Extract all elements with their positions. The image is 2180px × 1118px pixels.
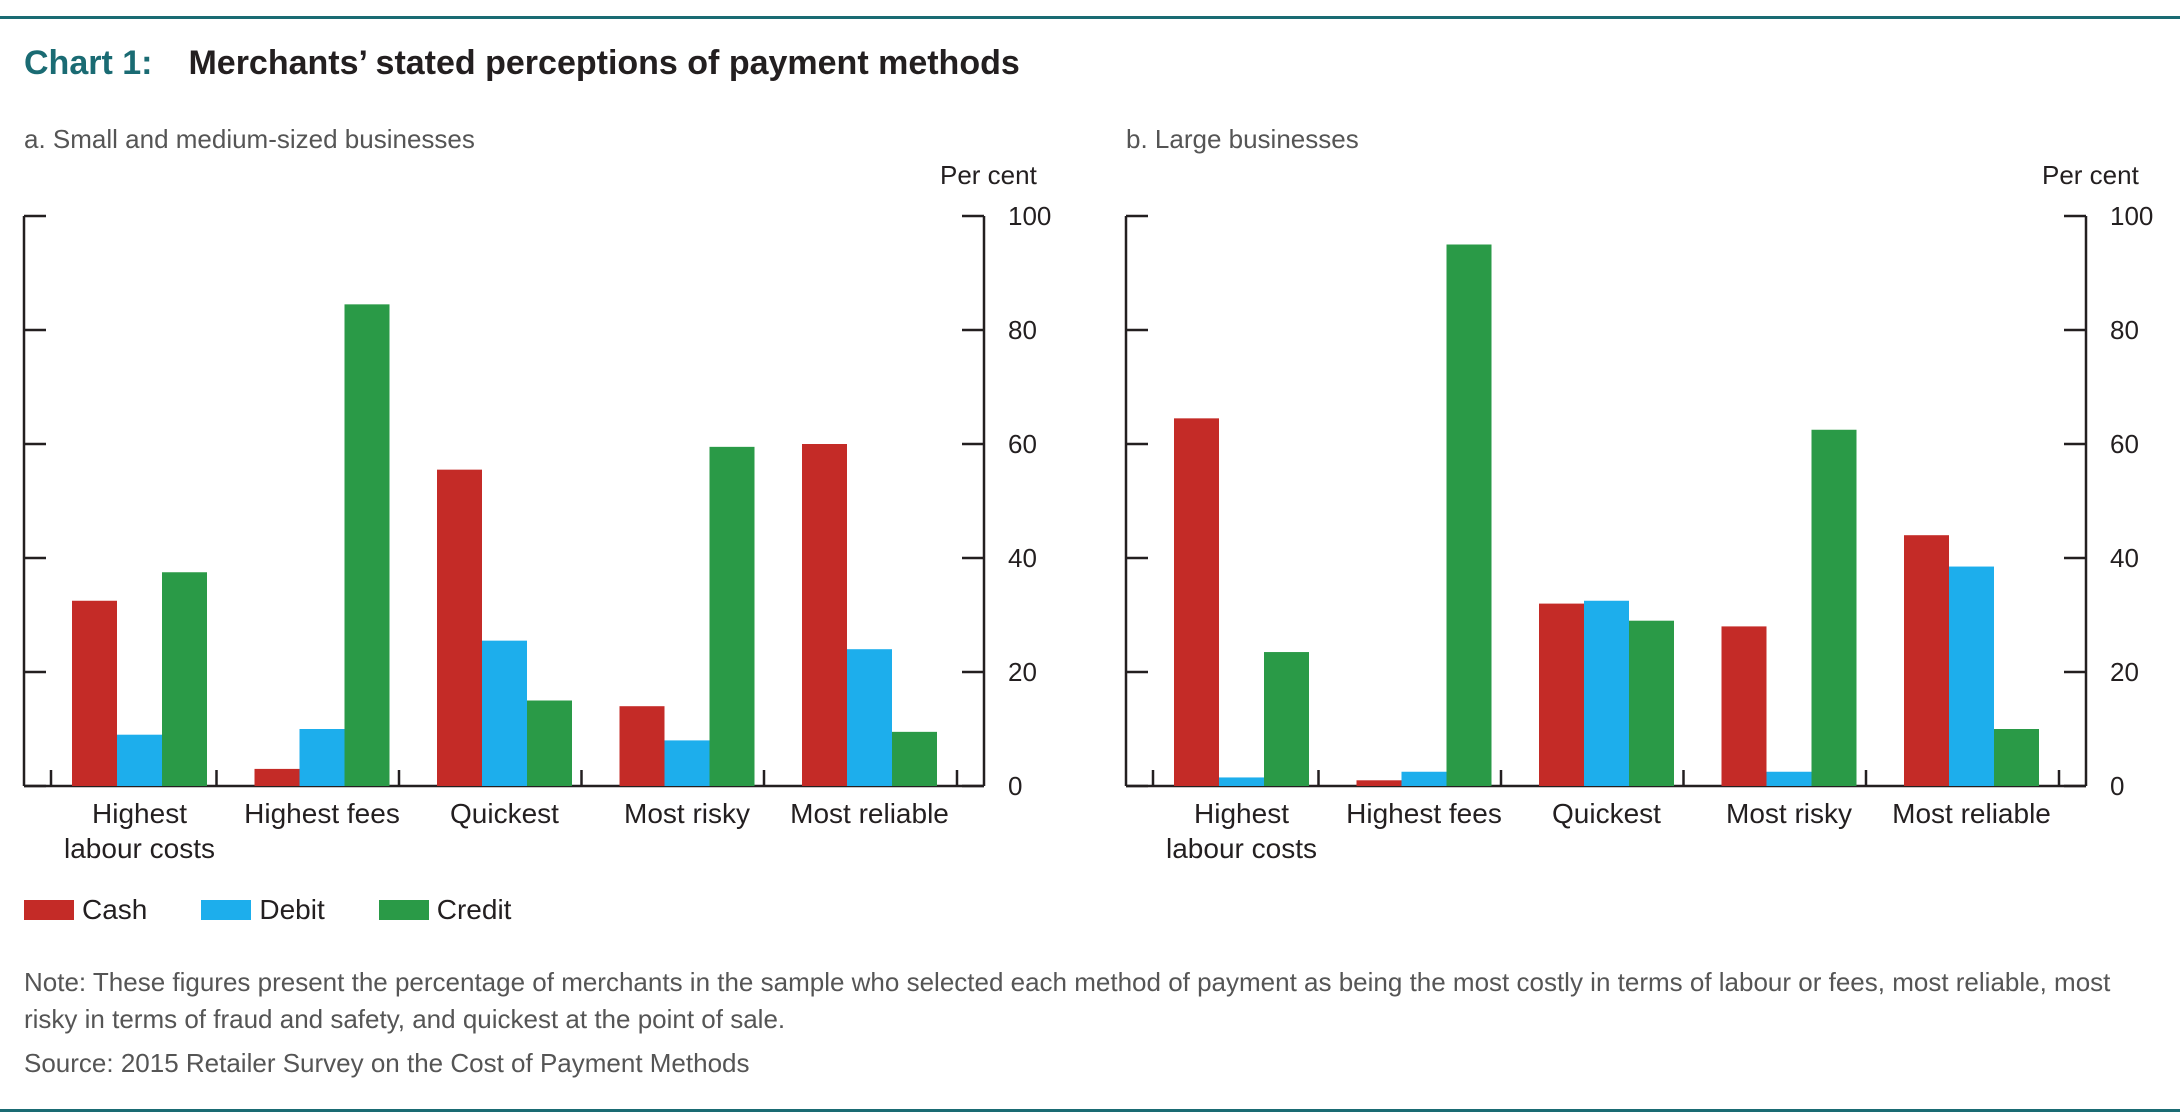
top-rule (0, 16, 2180, 19)
bar-cash (1539, 603, 1584, 786)
bar-credit (527, 700, 572, 786)
bar-cash (1721, 626, 1767, 786)
x-tick-label: labour costs (64, 833, 215, 864)
bar-debit (482, 640, 527, 786)
bar-credit (1446, 244, 1492, 786)
bar-debit (847, 649, 892, 786)
x-tick-label: Highest fees (244, 798, 400, 829)
legend-label-cash: Cash (82, 894, 148, 925)
y-tick-label: 80 (1008, 315, 1037, 345)
x-tick-label: Most reliable (790, 798, 949, 829)
bar-cash (1904, 535, 1949, 786)
chart-title-text: Merchants’ stated perceptions of payment… (188, 44, 1020, 82)
x-tick-label: Most reliable (1892, 798, 2051, 829)
x-tick-label: Most risky (624, 798, 750, 829)
x-tick-label: labour costs (1166, 833, 1317, 864)
legend-swatch-debit (201, 900, 252, 920)
bar-credit (1629, 620, 1674, 786)
bar-cash (619, 706, 665, 786)
x-tick-label: Quickest (450, 798, 559, 829)
chart-number: Chart 1: (24, 44, 153, 82)
chart-canvas: 0 20 40 60 80 100 Highest labour costs Highest f… (22, 201, 2153, 864)
bar-debit (664, 740, 710, 786)
y-tick-label: 40 (2110, 543, 2139, 573)
legend-swatch-credit (378, 900, 429, 920)
note-text: Note: These figures present the percenta… (24, 967, 2111, 1034)
bar-cash (72, 600, 117, 786)
x-tick-label: Highest (1194, 798, 1289, 829)
legend-item-credit: Credit (378, 894, 512, 926)
bar-debit (117, 734, 162, 786)
y-tick-label: 60 (2110, 429, 2139, 459)
panel-a-unit-label: Per cent (940, 160, 1037, 190)
panel-a-title: a. Small and medium-sized businesses (24, 124, 475, 154)
bar-debit (1401, 771, 1447, 786)
source-text: Source: 2015 Retailer Survey on the Cost… (24, 1048, 750, 1078)
bar-credit (1264, 652, 1309, 786)
panel-b-plot: 0 20 40 60 80 100 Highest labour costs Highest f… (1124, 201, 2153, 864)
bar-cash (437, 469, 482, 786)
panel-b-unit-label: Per cent (2042, 160, 2139, 190)
y-tick-label: 80 (2110, 315, 2139, 345)
bar-debit (1949, 566, 1994, 786)
y-tick-label: 20 (2110, 657, 2139, 687)
bar-credit (1994, 729, 2039, 786)
legend-label-debit: Debit (259, 894, 325, 925)
y-tick-label: 60 (1008, 429, 1037, 459)
y-tick-label: 20 (1008, 657, 1037, 687)
bar-debit (1766, 771, 1812, 786)
bar-cash (254, 768, 300, 786)
legend-item-debit: Debit (201, 894, 325, 926)
bottom-rule (0, 1109, 2180, 1112)
x-tick-label: Most risky (1726, 798, 1852, 829)
bar-credit (1811, 429, 1857, 786)
x-tick-label: Highest (92, 798, 187, 829)
bar-debit (1219, 777, 1264, 786)
bar-credit (892, 731, 937, 786)
panel-a-plot: 0 20 40 60 80 100 Highest labour costs Highest f… (22, 201, 1051, 864)
y-tick-label: 0 (2110, 771, 2124, 801)
bar-debit (1584, 600, 1629, 786)
bar-credit (344, 304, 390, 786)
legend: Cash Debit Credit (24, 894, 565, 926)
legend-item-cash: Cash (24, 894, 147, 926)
bar-cash (1356, 780, 1402, 786)
x-tick-label: Highest fees (1346, 798, 1502, 829)
bar-cash (802, 444, 847, 786)
x-tick-label: Quickest (1552, 798, 1661, 829)
y-tick-label: 40 (1008, 543, 1037, 573)
bar-cash (1174, 418, 1219, 786)
legend-label-credit: Credit (436, 894, 512, 925)
y-tick-label: 100 (2110, 201, 2153, 231)
panel-b-title: b. Large businesses (1126, 124, 1359, 154)
y-tick-label: 0 (1008, 771, 1022, 801)
bar-credit (709, 446, 755, 786)
bar-debit (299, 729, 345, 786)
bar-credit (162, 572, 207, 786)
chart-title: Chart 1: Merchants’ stated perceptions of… (24, 44, 1020, 83)
y-tick-label: 100 (1008, 201, 1051, 231)
legend-swatch-cash (24, 900, 74, 920)
